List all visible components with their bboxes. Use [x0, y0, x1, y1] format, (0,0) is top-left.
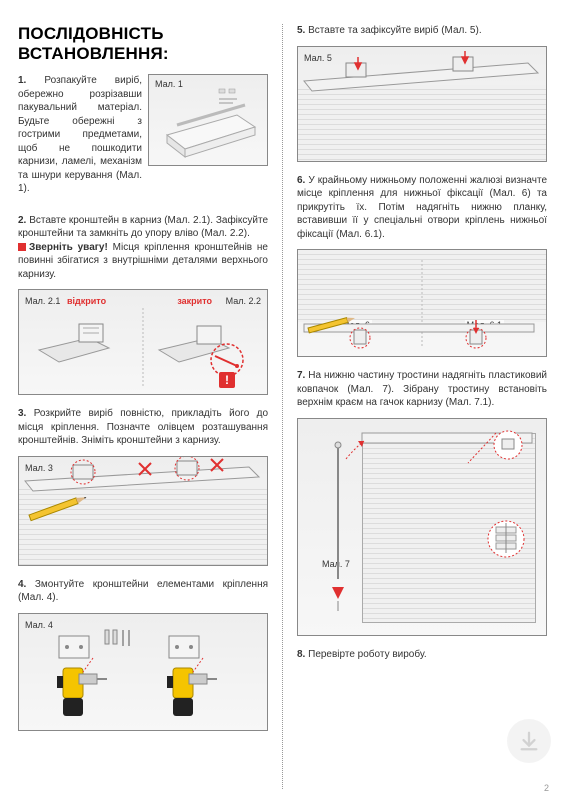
figure-4-label: Мал. 4: [25, 620, 53, 630]
step-6-num: 6.: [297, 175, 305, 186]
figure-7: Мал. 7 Мал. 7.1: [297, 418, 547, 636]
step-2-text-block: 2. Вставте кронштейн в карниз (Мал. 2.1)…: [18, 214, 268, 282]
step-8-text: Перевірте роботу виробу.: [308, 649, 427, 660]
figure-2-2-label: Мал. 2.2: [226, 296, 261, 306]
step-8-num: 8.: [297, 649, 305, 660]
step-4-text: Змонтуйте кронштейни елементами кріпленн…: [18, 579, 268, 604]
step-1-text-block: 1. Розпакуйте виріб, обережно розрізавши…: [18, 74, 148, 196]
step-2-warn-label: Зверніть увагу!: [29, 242, 108, 253]
left-column: ПОСЛІДОВНІСТЬ ВСТАНОВЛЕННЯ: 1. Розпакуйт…: [18, 24, 278, 789]
figure-2-open-label: відкрито: [67, 296, 106, 306]
figure-2: Мал. 2.1 відкрито закрито Мал. 2.2: [18, 289, 268, 395]
watermark-icon: [507, 719, 551, 763]
step-7-text: На нижню частину тростини надягніть плас…: [297, 370, 547, 408]
figure-4: Мал. 4: [18, 613, 268, 731]
step-1-text: Розпакуйте виріб, обережно розрізавши па…: [18, 75, 142, 194]
figure-6: Мал. 6 Мал. 6.1: [297, 249, 547, 357]
step-3-num: 3.: [18, 408, 26, 419]
figure-5-svg: [298, 47, 546, 163]
page: ПОСЛІДОВНІСТЬ ВСТАНОВЛЕННЯ: 1. Розпакуйт…: [0, 0, 565, 799]
step-1: 1. Розпакуйте виріб, обережно розрізавши…: [18, 74, 268, 196]
step-8-text-block: 8. Перевірте роботу виробу.: [297, 648, 547, 662]
figure-1-label: Мал. 1: [155, 79, 183, 89]
warning-icon: [18, 243, 26, 251]
page-title: ПОСЛІДОВНІСТЬ ВСТАНОВЛЕННЯ:: [18, 24, 268, 64]
right-column: 5. Вставте та зафіксуйте виріб (Мал. 5).…: [287, 24, 547, 789]
figure-6-svg: [298, 250, 546, 358]
column-divider: [282, 24, 283, 789]
figure-3-svg: [19, 457, 267, 567]
svg-text:!: !: [225, 373, 229, 387]
step-1-num: 1.: [18, 75, 26, 86]
step-4-num: 4.: [18, 579, 26, 590]
step-5-num: 5.: [297, 25, 305, 36]
figure-3: Мал. 3: [18, 456, 268, 566]
step-5-text: Вставте та зафіксуйте виріб (Мал. 5).: [308, 25, 481, 36]
step-2-num: 2.: [18, 215, 26, 226]
figure-2-1-label: Мал. 2.1: [25, 296, 60, 306]
figure-4-svg: [19, 614, 267, 732]
page-number: 2: [544, 783, 549, 793]
step-6-text: У крайньому нижньому положенні жалюзі ви…: [297, 175, 547, 240]
step-6-text-block: 6. У крайньому нижньому положенні жалюзі…: [297, 174, 547, 242]
step-3-text-block: 3. Розкрийте виріб повністю, прикладіть …: [18, 407, 268, 448]
figure-5: Мал. 5: [297, 46, 547, 162]
step-3-text: Розкрийте виріб повністю, прикладіть йог…: [18, 408, 268, 446]
figure-7-svg: [298, 419, 546, 637]
figure-1: Мал. 1: [148, 74, 268, 166]
step-7-num: 7.: [297, 370, 305, 381]
figure-2-closed-label: закрито: [177, 296, 212, 306]
step-7-text-block: 7. На нижню частину тростини надягніть п…: [297, 369, 547, 410]
step-5-text-block: 5. Вставте та зафіксуйте виріб (Мал. 5).: [297, 24, 547, 38]
step-2-text: Вставте кронштейн в карниз (Мал. 2.1). З…: [18, 215, 268, 240]
step-4-text-block: 4. Змонтуйте кронштейни елементами кріпл…: [18, 578, 268, 605]
